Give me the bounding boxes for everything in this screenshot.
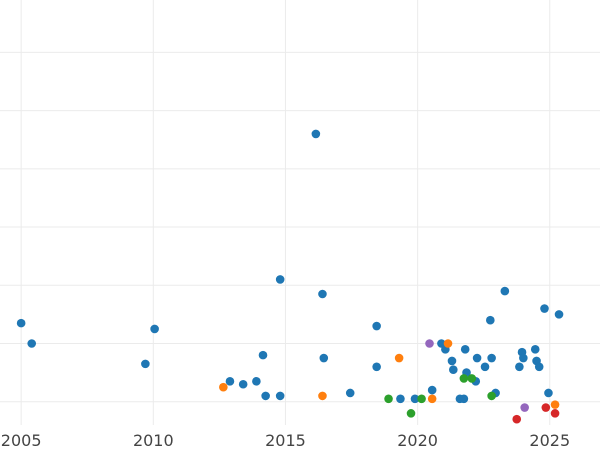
data-point	[261, 391, 270, 401]
data-point	[459, 374, 469, 383]
data-point	[345, 388, 355, 398]
data-point	[16, 318, 26, 328]
data-point	[467, 374, 477, 383]
series-1	[219, 339, 560, 409]
data-point	[550, 409, 560, 418]
data-point	[447, 356, 457, 366]
data-point	[487, 353, 496, 363]
data-point	[311, 129, 321, 139]
data-point	[486, 315, 495, 325]
data-point	[487, 391, 496, 401]
data-point	[238, 379, 248, 389]
data-point	[427, 394, 437, 404]
data-point	[520, 403, 529, 412]
series-0	[16, 129, 564, 404]
data-point	[318, 391, 327, 401]
data-point	[541, 403, 551, 412]
data-point	[500, 286, 510, 296]
data-point	[275, 275, 285, 284]
data-point	[219, 382, 228, 392]
data-point	[530, 345, 540, 354]
data-point	[406, 409, 416, 418]
data-point	[519, 353, 528, 363]
series-2	[384, 374, 496, 418]
data-point	[472, 353, 482, 363]
data-point	[396, 394, 405, 404]
data-point	[410, 394, 420, 404]
data-point	[394, 353, 404, 363]
data-point	[252, 377, 261, 386]
x-axis-tick-labels: 2005 2010 2015 2020 2025	[1, 431, 570, 450]
data-point	[427, 385, 437, 395]
x-tick-label: 2005	[1, 431, 42, 450]
data-point	[425, 339, 434, 348]
data-point	[512, 414, 522, 424]
data-point	[515, 362, 524, 372]
x-tick-label: 2015	[265, 431, 306, 450]
data-point	[141, 359, 150, 369]
data-point	[275, 391, 285, 401]
data-point	[319, 353, 329, 363]
data-point	[384, 394, 393, 404]
grid	[0, 0, 600, 425]
data-point	[550, 400, 560, 409]
series-3	[512, 403, 560, 424]
x-tick-label: 2020	[397, 431, 438, 450]
data-point	[480, 362, 490, 372]
data-point	[417, 394, 426, 404]
data-point	[534, 362, 544, 372]
data-point	[372, 321, 381, 331]
data-point	[225, 377, 235, 386]
data-point	[443, 339, 453, 348]
data-point	[258, 350, 268, 360]
data-point	[540, 304, 549, 313]
data-points	[16, 129, 564, 424]
data-point	[27, 339, 37, 348]
series-4	[425, 339, 529, 412]
data-point	[318, 289, 327, 299]
data-point	[449, 365, 458, 374]
data-point	[554, 310, 564, 319]
x-tick-label: 2025	[529, 431, 570, 450]
data-point	[544, 388, 553, 398]
x-tick-label: 2010	[133, 431, 174, 450]
data-point	[460, 345, 470, 354]
data-point	[372, 362, 381, 372]
data-point	[459, 394, 469, 404]
data-point	[150, 324, 159, 334]
